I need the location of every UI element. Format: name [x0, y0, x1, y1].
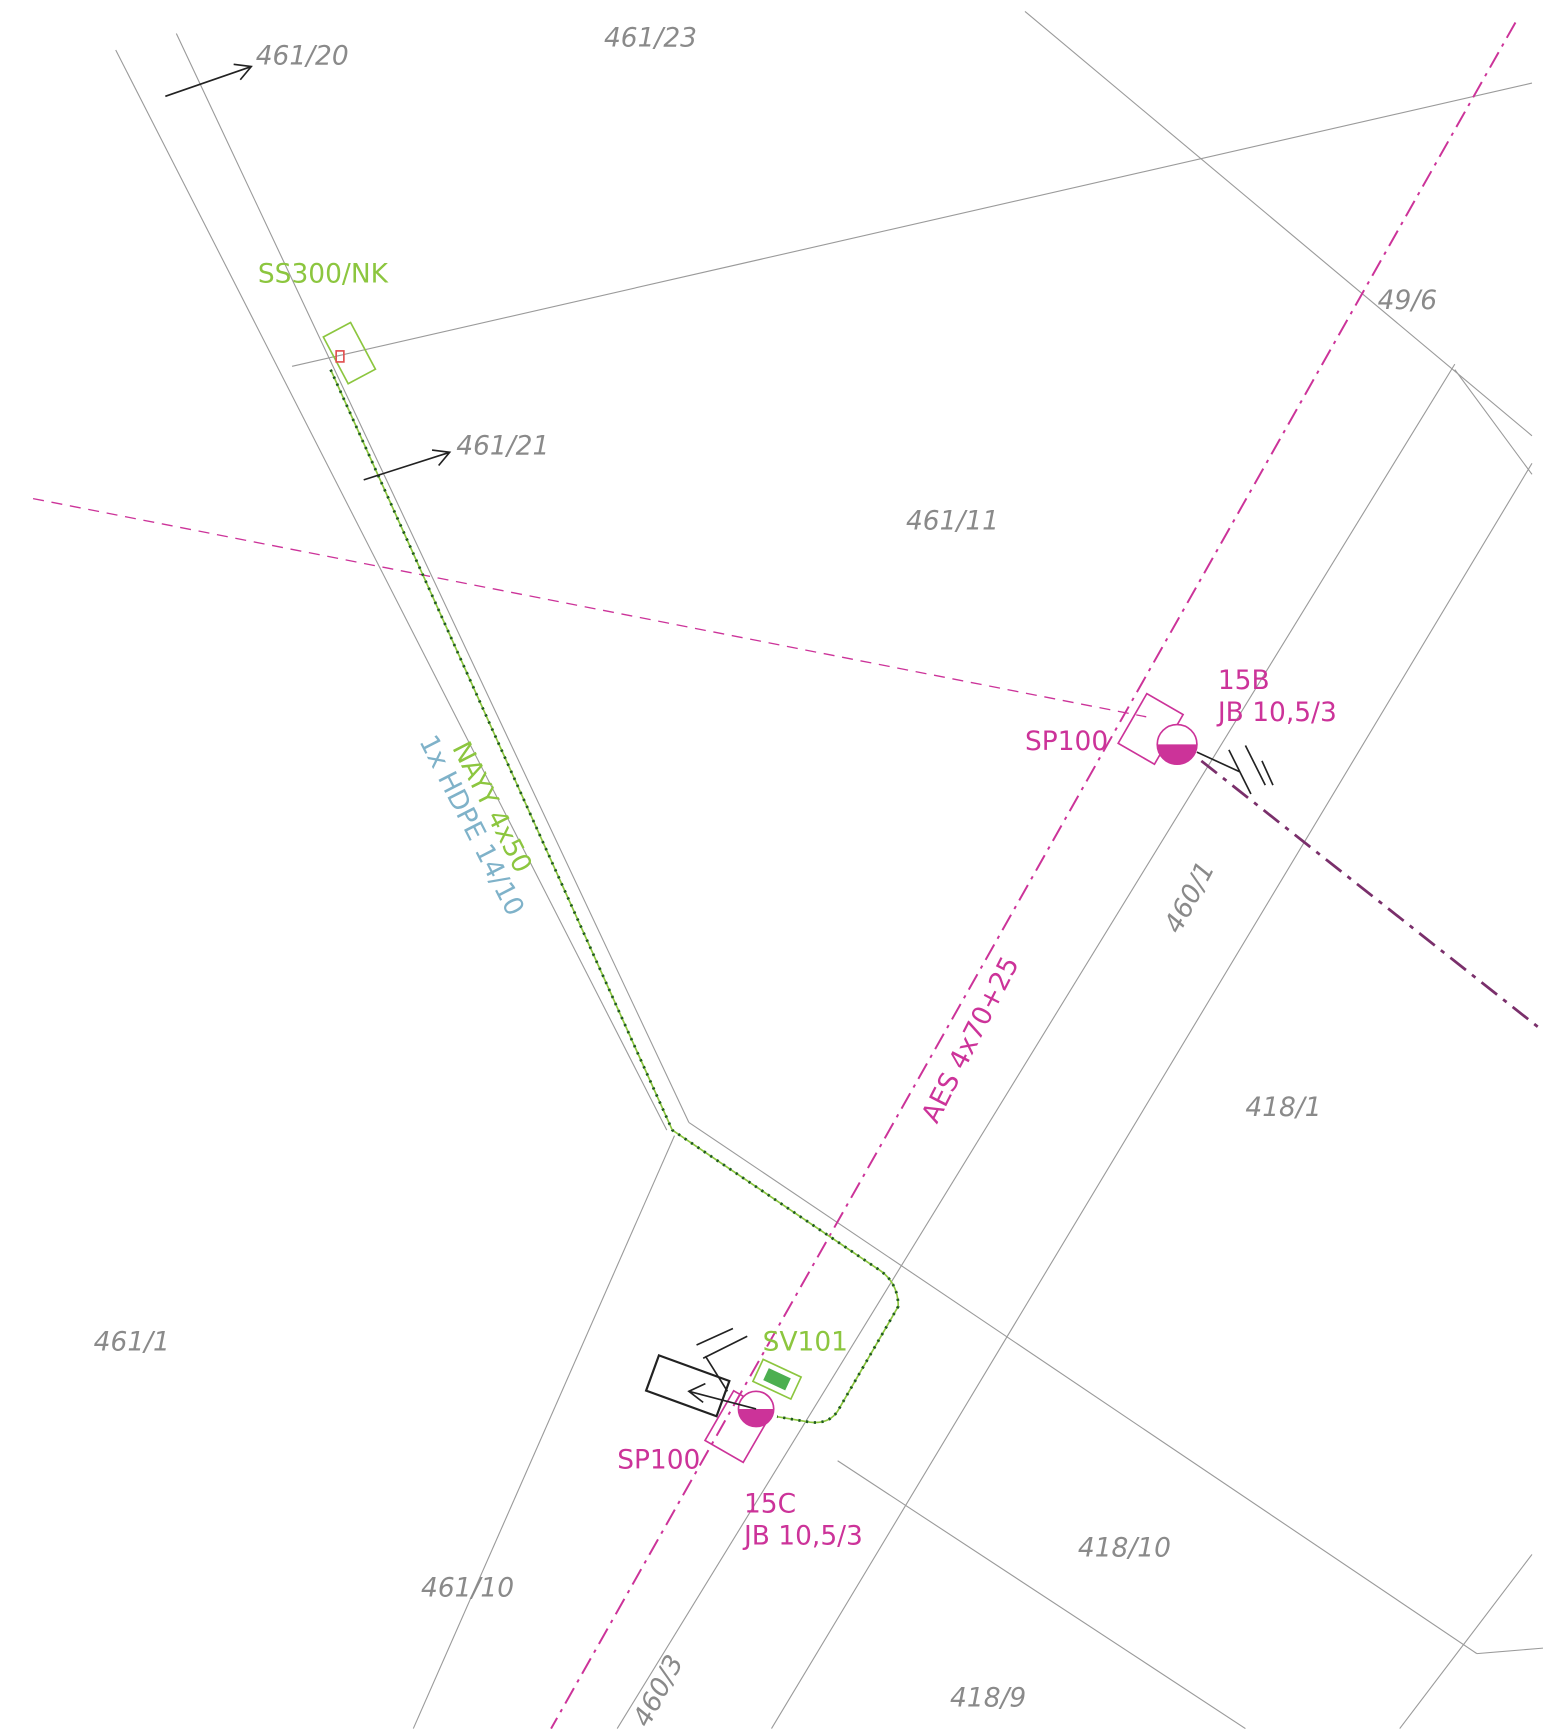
parcel-label: 461/10 [421, 1572, 514, 1603]
pole-number: 15B [1218, 665, 1270, 696]
cabinet-label: SS300/NK [258, 259, 389, 290]
parcel-label: 461/23 [604, 23, 697, 54]
parcel-label: 418/10 [1078, 1533, 1171, 1564]
parcel-label: 418/1 [1245, 1092, 1321, 1123]
parcel-label: 461/21 [456, 431, 549, 462]
box-label: SP100 [617, 1444, 700, 1475]
pole-type: JB 10,5/3 [742, 1521, 863, 1552]
box-label: SP100 [1025, 726, 1108, 757]
plan: 461/20 461/23 49/6 461/21 461/11 460/1 4… [0, 0, 1543, 1729]
parcel-label: 461/20 [256, 40, 349, 71]
distribution-label: SV101 [763, 1327, 848, 1358]
parcel-label: 461/11 [906, 505, 999, 536]
pole-type: JB 10,5/3 [1216, 697, 1337, 728]
parcel-label: 418/9 [950, 1683, 1026, 1714]
pole-number: 15C [744, 1489, 796, 1520]
page: 461/20 461/23 49/6 461/21 461/11 460/1 4… [0, 0, 1543, 1729]
background [0, 0, 1543, 1728]
parcel-label: 461/1 [94, 1327, 170, 1358]
parcel-label: 49/6 [1378, 285, 1437, 316]
